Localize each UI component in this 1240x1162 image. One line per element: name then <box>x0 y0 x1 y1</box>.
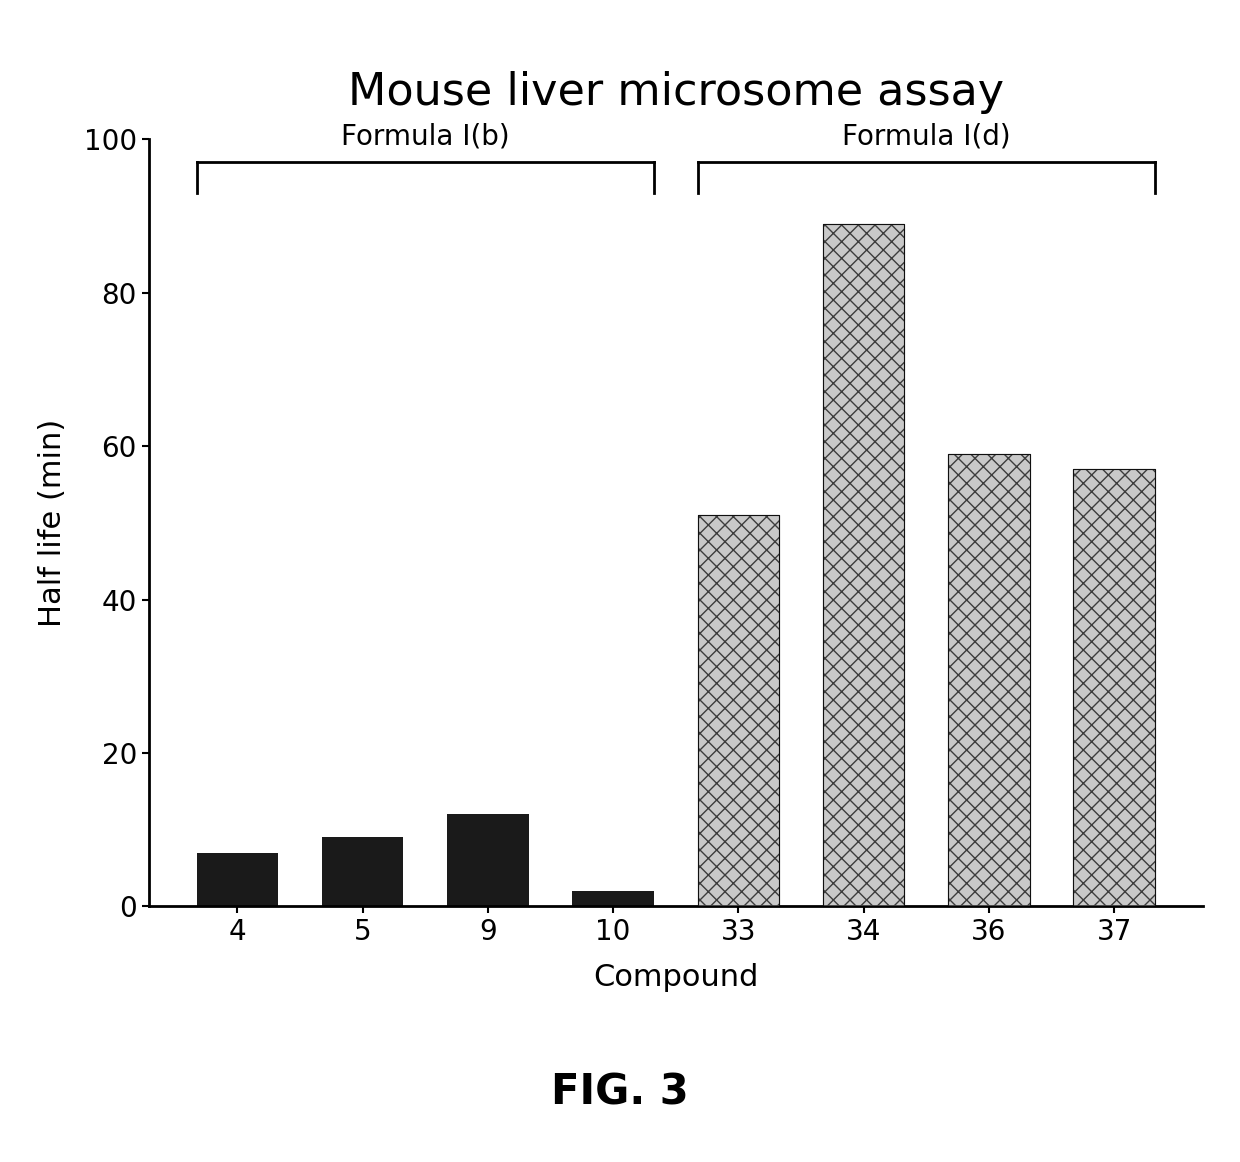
Title: Mouse liver microsome assay: Mouse liver microsome assay <box>347 71 1004 114</box>
Text: Formula I(b): Formula I(b) <box>341 123 510 151</box>
Bar <box>949 454 1029 906</box>
Bar <box>1074 469 1154 906</box>
Bar <box>448 815 528 906</box>
Bar <box>197 853 278 906</box>
Bar <box>1074 469 1154 906</box>
Bar <box>823 224 904 906</box>
Bar <box>322 838 403 906</box>
Bar <box>698 515 779 906</box>
Bar <box>823 224 904 906</box>
Bar <box>949 454 1029 906</box>
X-axis label: Compound: Compound <box>593 963 759 992</box>
Bar <box>573 891 653 906</box>
Y-axis label: Half life (min): Half life (min) <box>38 418 67 627</box>
Text: Formula I(d): Formula I(d) <box>842 123 1011 151</box>
Bar <box>698 515 779 906</box>
Text: FIG. 3: FIG. 3 <box>551 1071 689 1113</box>
